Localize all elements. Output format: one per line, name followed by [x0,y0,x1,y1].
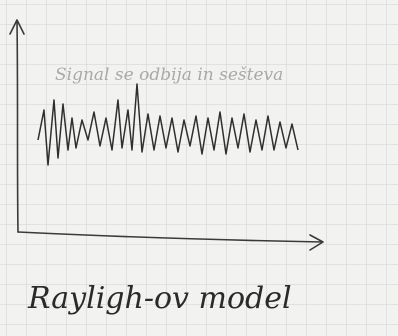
annotation: Signal se odbija in sešteva [55,65,283,85]
sketch: Signal se odbija in sešteva Rayligh-ov m… [0,0,398,336]
y-axis [17,22,18,232]
caption: Rayligh-ov model [27,281,292,316]
